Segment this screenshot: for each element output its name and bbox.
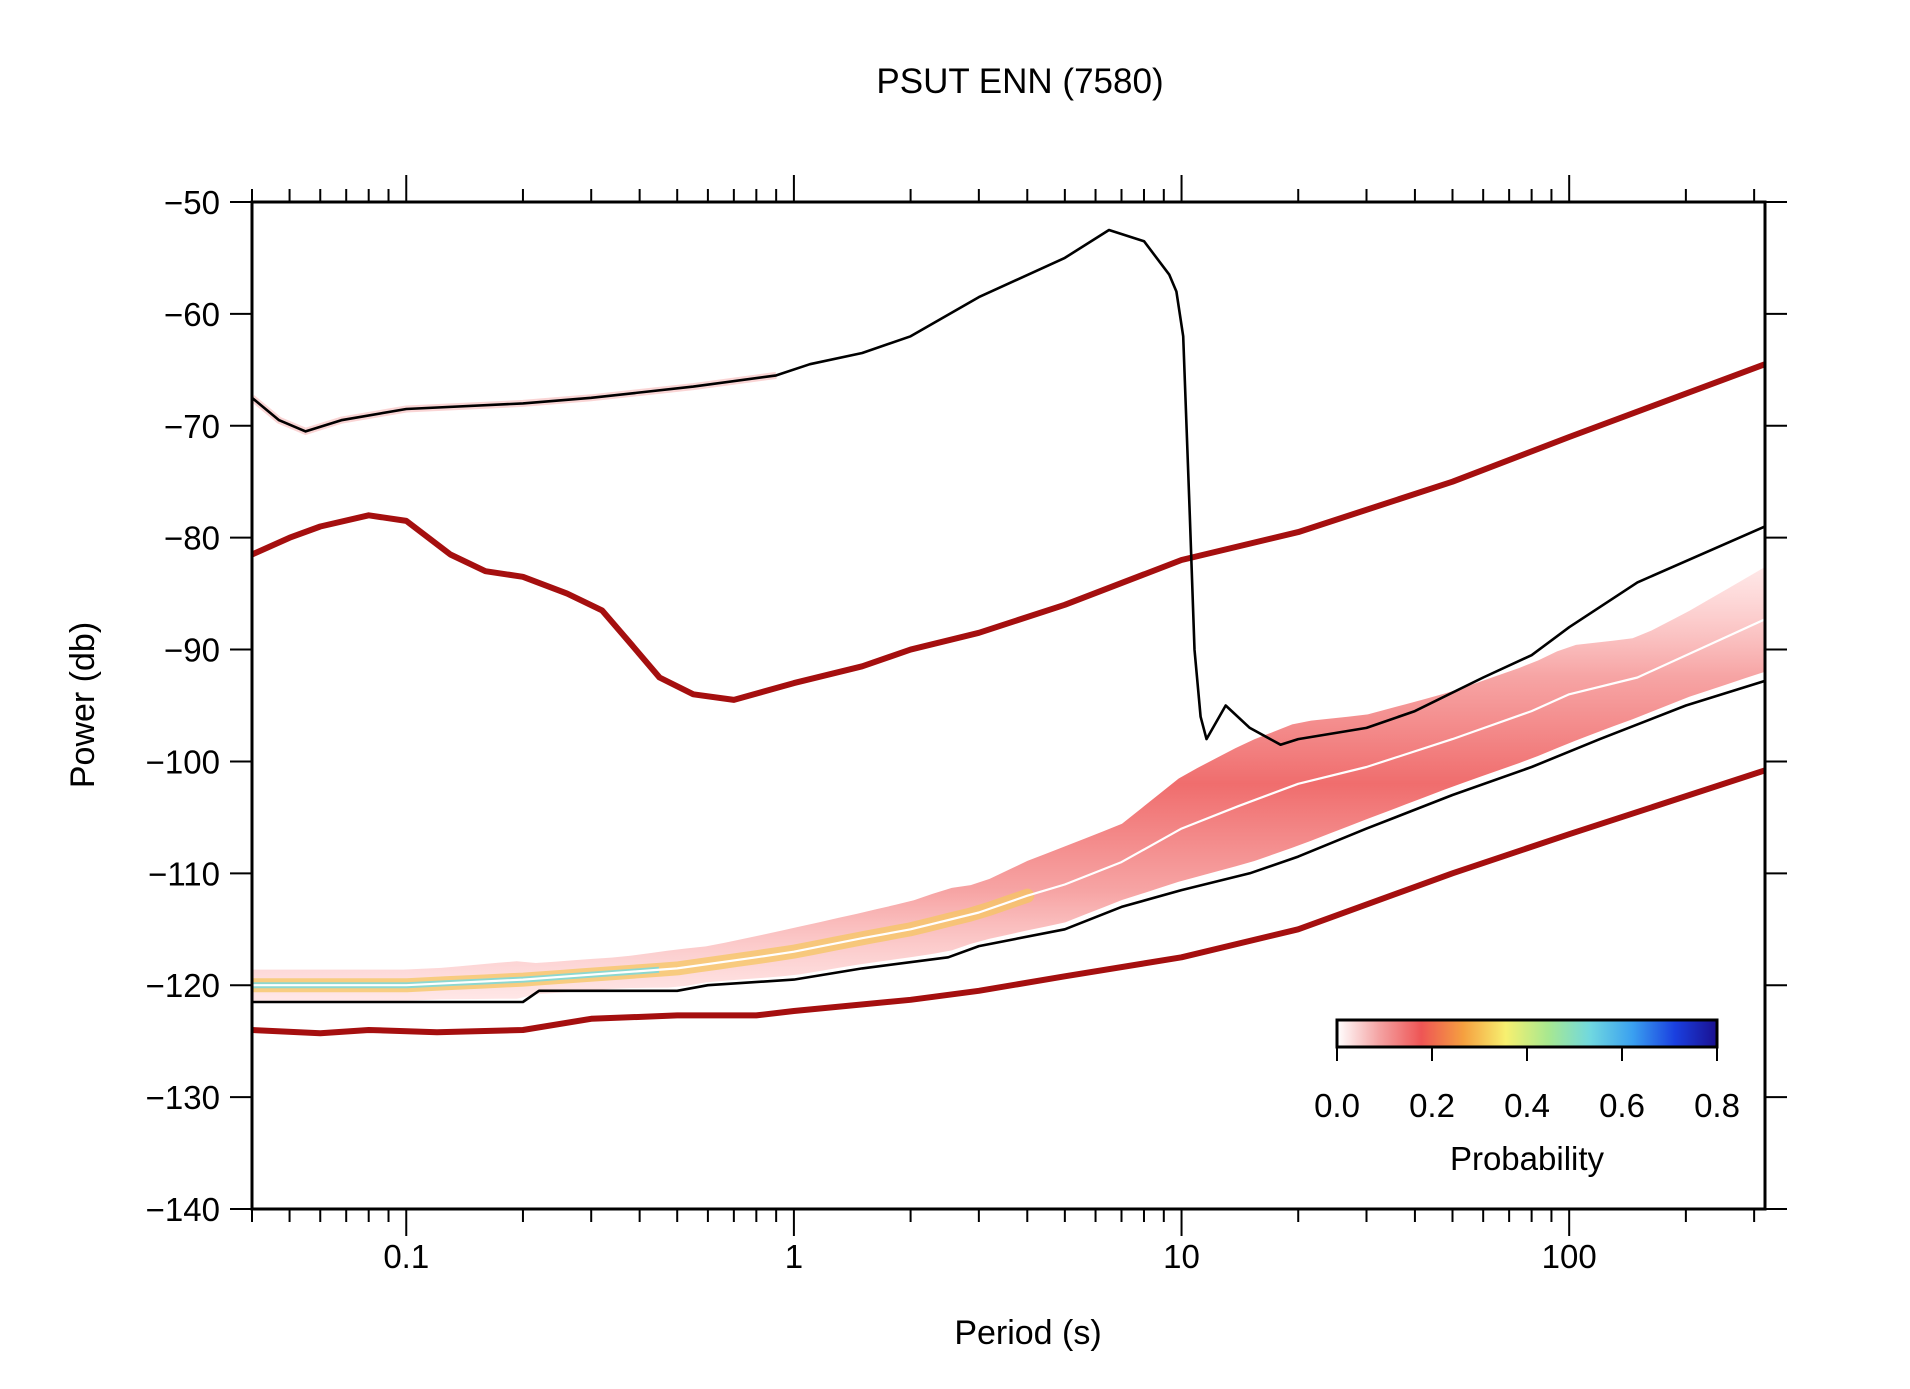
- y-tick-label: −140: [146, 1191, 220, 1228]
- y-tick-label: −80: [164, 520, 220, 557]
- y-tick-label: −70: [164, 408, 220, 445]
- x-tick-label: 1: [785, 1238, 803, 1275]
- colorbar-tick-label: 0.2: [1409, 1087, 1455, 1124]
- y-tick-label: −120: [146, 967, 220, 1004]
- probability-density-band: [252, 567, 1765, 1001]
- colorbar-tick-label: 0.8: [1694, 1087, 1740, 1124]
- series-layer: [252, 228, 1765, 1037]
- series-line-mode: [252, 618, 1765, 987]
- plot-frame: [250, 200, 1767, 1211]
- colorbar-tick-label: 0.4: [1504, 1087, 1550, 1124]
- chart-title: PSUT ENN (7580): [876, 62, 1163, 101]
- probability-density-layer: [252, 371, 1765, 1001]
- x-tick-label: 0.1: [383, 1238, 429, 1275]
- y-tick-label: −90: [164, 632, 220, 669]
- x-tick-label: 10: [1163, 1238, 1200, 1275]
- colorbar-gradient: [1335, 1018, 1719, 1049]
- colorbar-tick-label: 0.6: [1599, 1087, 1645, 1124]
- series-line-nhnm: [252, 361, 1765, 703]
- colorbar-tick-label: 0.0: [1314, 1087, 1360, 1124]
- series-line-min: [252, 679, 1765, 1004]
- x-axis-label: Period (s): [954, 1314, 1101, 1352]
- y-axis-label: Power (db): [64, 622, 102, 788]
- colorbar-ticks: 0.0 0.2 0.4 0.6 0.8: [1314, 1047, 1740, 1124]
- y-axis: −50 −60 −70 −80 −90 −100 −110 −120 −130 −140: [146, 184, 1787, 1228]
- colorbar: 0.0 0.2 0.4 0.6 0.8 Probability: [1314, 1018, 1740, 1177]
- y-tick-label: −60: [164, 296, 220, 333]
- series-line-nlnm: [252, 767, 1765, 1037]
- colorbar-label: Probability: [1450, 1140, 1605, 1177]
- y-tick-label: −100: [146, 743, 220, 780]
- x-axis: 0.1 1 10 100: [251, 175, 1756, 1275]
- y-tick-label: −50: [164, 184, 220, 221]
- y-tick-label: −130: [146, 1079, 220, 1116]
- y-tick-label: −110: [148, 855, 220, 892]
- series-line-max: [252, 228, 1765, 747]
- x-tick-label: 100: [1542, 1238, 1597, 1275]
